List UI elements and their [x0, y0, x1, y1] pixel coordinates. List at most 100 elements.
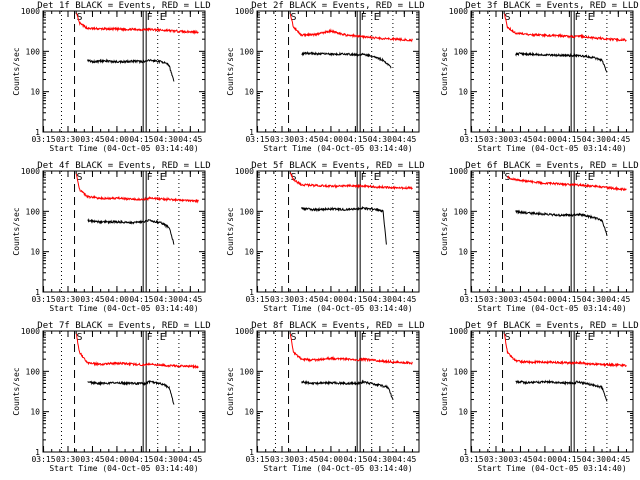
x-tick-label: 04:00 — [105, 135, 129, 144]
x-tick-label: 04:30 — [154, 295, 178, 304]
y-tick-label: 1000 — [235, 7, 254, 16]
plot-frame — [256, 330, 420, 453]
x-axis-label: Start Time (04-Oct-05 03:14:40) — [263, 304, 412, 313]
x-tick-label: 04:00 — [319, 135, 343, 144]
lld-series-line — [289, 13, 413, 43]
x-tick-label: 04:15 — [129, 135, 153, 144]
y-tick-label: 10 — [458, 408, 468, 417]
lld-series-line — [75, 173, 199, 204]
panel-title: Det 4f BLACK = Events, RED = LLD — [37, 161, 210, 171]
events-series-line — [515, 51, 608, 73]
x-tick-label: 04:00 — [319, 295, 343, 304]
x-tick-label: 04:30 — [368, 295, 392, 304]
x-tick-label: 04:30 — [368, 135, 392, 144]
lld-series-line — [507, 175, 627, 192]
y-tick-label: 10 — [244, 408, 254, 417]
x-axis-label: Start Time (04-Oct-05 03:14:40) — [263, 464, 412, 473]
y-tick-label: 1 — [249, 448, 254, 457]
x-tick-label: 04:15 — [343, 295, 367, 304]
marker-label-e: E — [374, 12, 380, 23]
x-tick-label: 03:30 — [270, 135, 294, 144]
y-axis-label: Counts/sec — [12, 47, 21, 95]
x-tick-label: 03:15 — [245, 295, 269, 304]
marker-label-f: F — [575, 332, 581, 343]
x-tick-label: 03:15 — [459, 455, 483, 464]
x-tick-label: 04:15 — [129, 455, 153, 464]
lld-series-line — [75, 333, 199, 370]
panel-title: Det 9f BLACK = Events, RED = LLD — [465, 321, 638, 331]
x-tick-label: 04:45 — [392, 455, 416, 464]
x-tick-label: 03:15 — [31, 135, 55, 144]
marker-label-e: E — [160, 332, 166, 343]
y-axis-label: Counts/sec — [440, 47, 449, 95]
lld-series-line — [503, 333, 627, 368]
lld-series-line — [289, 333, 413, 365]
x-tick-label: 04:30 — [582, 135, 606, 144]
marker-label-e: E — [588, 332, 594, 343]
x-tick-label: 03:30 — [484, 295, 508, 304]
y-axis-label: Counts/sec — [440, 367, 449, 415]
panel-8: Det 8f BLACK = Events, RED = LLD 1 10 100 10… — [226, 321, 425, 473]
y-tick-label: 10 — [244, 248, 254, 257]
x-tick-label: 04:30 — [582, 295, 606, 304]
plot-frame — [256, 170, 420, 293]
events-series-line — [87, 380, 175, 405]
y-tick-label: 100 — [454, 207, 469, 216]
marker-label-f: F — [147, 172, 153, 183]
y-tick-label: 10 — [458, 88, 468, 97]
y-tick-label: 1 — [35, 448, 40, 457]
x-axis-label: Start Time (04-Oct-05 03:14:40) — [49, 144, 198, 153]
x-tick-label: 04:00 — [319, 455, 343, 464]
panel-4: Det 4f BLACK = Events, RED = LLD 1 10 100 10… — [12, 161, 211, 313]
x-tick-label: 03:30 — [56, 295, 80, 304]
x-tick-label: 03:45 — [508, 295, 532, 304]
x-axis-label: Start Time (04-Oct-05 03:14:40) — [49, 304, 198, 313]
y-tick-label: 10 — [244, 88, 254, 97]
x-tick-label: 03:15 — [31, 295, 55, 304]
x-tick-label: 03:15 — [459, 135, 483, 144]
x-tick-label: 04:15 — [129, 295, 153, 304]
marker-label-s: S — [291, 12, 297, 23]
x-tick-label: 04:15 — [557, 135, 581, 144]
panel-9: Det 9f BLACK = Events, RED = LLD 1 10 100 10… — [440, 321, 639, 473]
marker-label-f: F — [575, 12, 581, 23]
marker-label-f: F — [147, 12, 153, 23]
y-tick-label: 100 — [454, 367, 469, 376]
x-tick-label: 04:45 — [606, 455, 630, 464]
y-tick-label: 1000 — [235, 167, 254, 176]
x-tick-label: 03:30 — [270, 455, 294, 464]
plot-frame — [42, 170, 206, 293]
x-tick-label: 04:45 — [178, 295, 202, 304]
x-tick-label: 03:45 — [508, 455, 532, 464]
plot-frame — [470, 170, 634, 293]
x-tick-label: 04:30 — [154, 455, 178, 464]
x-tick-label: 04:45 — [392, 135, 416, 144]
x-tick-label: 04:45 — [606, 135, 630, 144]
x-tick-label: 04:45 — [178, 135, 202, 144]
panel-3: Det 3f BLACK = Events, RED = LLD 1 10 100 10… — [440, 1, 639, 153]
plot-frame — [470, 10, 634, 133]
x-tick-label: 04:45 — [606, 295, 630, 304]
x-tick-label: 03:45 — [80, 455, 104, 464]
y-tick-label: 1000 — [21, 7, 40, 16]
x-tick-label: 04:00 — [533, 135, 557, 144]
events-series-line — [515, 209, 608, 236]
marker-label-s: S — [505, 12, 511, 23]
x-tick-label: 03:15 — [31, 455, 55, 464]
x-tick-label: 03:45 — [508, 135, 532, 144]
y-tick-label: 1000 — [449, 327, 468, 336]
marker-label-e: E — [374, 332, 380, 343]
plot-frame — [470, 330, 634, 453]
x-tick-label: 03:30 — [56, 135, 80, 144]
y-axis-label: Counts/sec — [226, 207, 235, 255]
marker-label-f: F — [147, 332, 153, 343]
y-axis-label: Counts/sec — [226, 47, 235, 95]
x-tick-label: 03:45 — [80, 295, 104, 304]
events-series-line — [87, 58, 175, 82]
panel-title: Det 2f BLACK = Events, RED = LLD — [251, 1, 424, 11]
x-tick-label: 04:15 — [557, 455, 581, 464]
y-tick-label: 1 — [463, 288, 468, 297]
y-axis-label: Counts/sec — [12, 207, 21, 255]
x-tick-label: 04:15 — [343, 135, 367, 144]
marker-label-s: S — [291, 172, 297, 183]
